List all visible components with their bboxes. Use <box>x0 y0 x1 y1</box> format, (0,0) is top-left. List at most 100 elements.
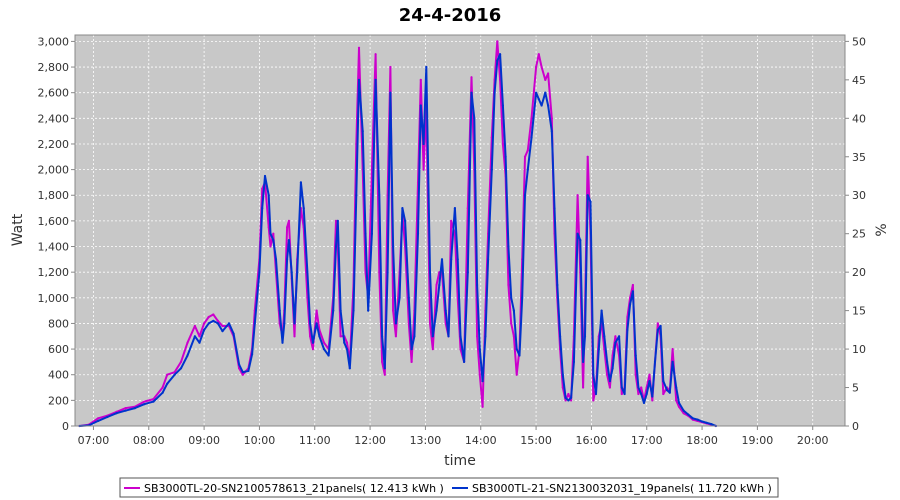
series-point-2 <box>428 271 432 274</box>
series-point-2 <box>594 392 598 396</box>
series-point-1 <box>212 313 215 316</box>
series-point-2 <box>419 104 422 107</box>
series-point-1 <box>216 319 219 322</box>
y2-tick-label: 15 <box>852 305 866 318</box>
series-point-2 <box>677 401 681 404</box>
series-point-2 <box>507 245 510 248</box>
series-point-1 <box>198 335 201 338</box>
series-point-2 <box>238 363 241 366</box>
series-point-2 <box>653 360 657 363</box>
series-point-2 <box>476 283 479 287</box>
series-point-1 <box>547 72 550 75</box>
series-point-2 <box>453 207 456 210</box>
series-point-2 <box>614 341 617 344</box>
series-point-2 <box>530 136 533 139</box>
series-point-2 <box>392 245 395 248</box>
series-point-1 <box>203 322 206 325</box>
series-point-2 <box>283 322 286 325</box>
series-point-2 <box>450 258 453 261</box>
series-point-1 <box>640 386 643 389</box>
series-point-2 <box>198 341 201 344</box>
series-point-1 <box>564 399 567 402</box>
series-point-1 <box>576 194 579 197</box>
series-point-1 <box>410 360 413 363</box>
series-point-1 <box>620 392 623 396</box>
series-point-2 <box>559 335 562 338</box>
series-point-2 <box>339 309 342 312</box>
series-point-2 <box>106 415 109 419</box>
series-point-2 <box>207 322 210 325</box>
series-point-2 <box>637 386 640 389</box>
series-point-2 <box>705 421 708 424</box>
series-point-1 <box>315 309 318 312</box>
series-point-2 <box>267 194 270 197</box>
series-point-2 <box>311 341 314 344</box>
series-point-1 <box>422 168 425 171</box>
series-point-1 <box>261 187 264 190</box>
series-point-2 <box>309 322 312 325</box>
series-point-2 <box>570 396 573 399</box>
series-line-2 <box>79 53 717 427</box>
series-point-2 <box>510 296 513 299</box>
series-point-2 <box>671 360 674 363</box>
series-point-2 <box>459 335 462 338</box>
series-point-2 <box>496 59 499 62</box>
series-point-1 <box>419 78 422 81</box>
x-tick-label: 16:00 <box>576 434 608 447</box>
series-point-1 <box>381 360 384 363</box>
series-point-1 <box>459 348 462 351</box>
y-tick-label: 2,000 <box>38 164 70 177</box>
series-point-2 <box>662 380 665 383</box>
series-point-2 <box>407 296 410 299</box>
series-point-2 <box>648 380 651 383</box>
y2-tick-label: 0 <box>852 420 859 433</box>
series-point-1 <box>322 341 326 344</box>
series-point-2 <box>481 380 484 383</box>
series-point-1 <box>161 386 164 389</box>
series-point-2 <box>710 423 713 426</box>
series-point-2 <box>537 98 540 101</box>
series-point-2 <box>398 296 401 299</box>
y-tick-label: 1,200 <box>38 266 70 279</box>
series-point-1 <box>637 392 640 396</box>
series-point-2 <box>315 322 318 325</box>
series-point-2 <box>696 418 699 421</box>
series-point-2 <box>665 389 669 392</box>
series-point-2 <box>544 91 547 94</box>
series-point-2 <box>499 53 502 56</box>
series-point-2 <box>152 400 155 403</box>
series-point-2 <box>515 348 518 351</box>
series-point-1 <box>309 335 312 338</box>
series-point-2 <box>512 309 516 312</box>
series-point-2 <box>374 78 377 81</box>
series-point-1 <box>478 373 481 376</box>
series-point-1 <box>470 76 473 79</box>
series-point-2 <box>490 168 493 171</box>
series-point-1 <box>634 373 637 376</box>
series-point-1 <box>428 322 432 325</box>
series-point-2 <box>478 348 481 351</box>
series-point-2 <box>501 104 504 107</box>
series-point-2 <box>535 91 538 94</box>
y-tick-label: 400 <box>48 369 69 382</box>
series-point-1 <box>311 348 314 351</box>
series-point-2 <box>293 322 296 325</box>
series-point-2 <box>586 194 589 197</box>
series-point-2 <box>383 367 386 370</box>
series-point-2 <box>278 309 281 312</box>
series-point-1 <box>606 373 609 376</box>
series-point-2 <box>348 367 351 370</box>
series-point-2 <box>272 239 275 242</box>
series-point-2 <box>296 271 299 274</box>
series-point-1 <box>435 283 438 287</box>
series-point-2 <box>299 181 302 184</box>
series-point-2 <box>281 341 284 344</box>
series-point-2 <box>367 309 370 312</box>
x-tick-label: 10:00 <box>244 434 276 447</box>
y-tick-label: 3,000 <box>38 35 70 48</box>
y-tick-label: 600 <box>48 343 69 356</box>
series-point-1 <box>510 322 513 325</box>
series-point-1 <box>677 405 681 408</box>
series-point-2 <box>629 303 632 306</box>
series-point-2 <box>682 409 685 412</box>
